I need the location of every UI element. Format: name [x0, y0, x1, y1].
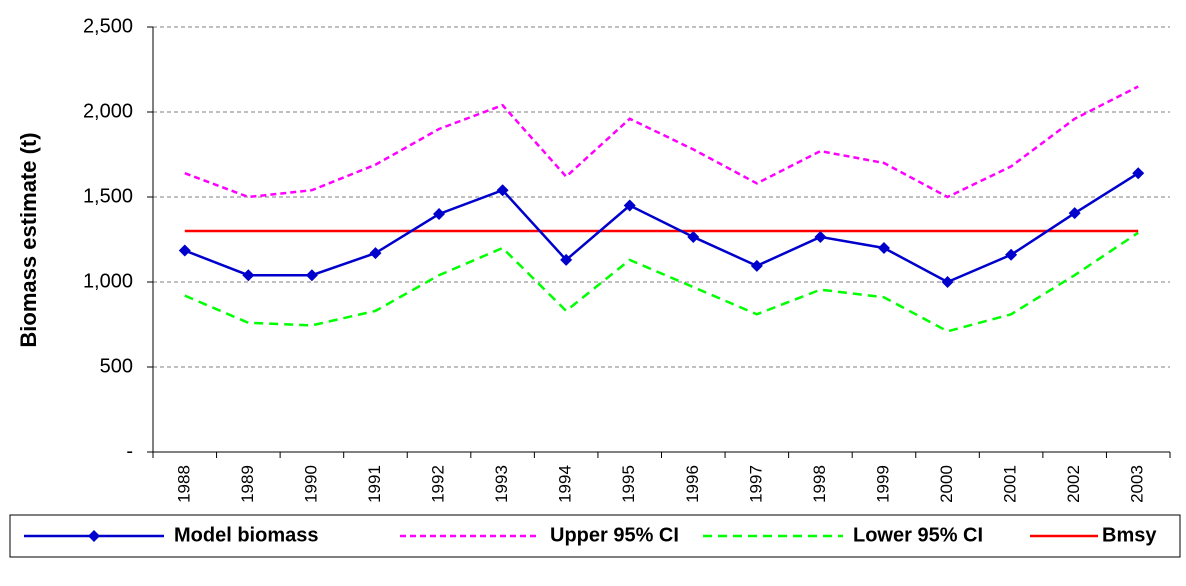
data-point — [369, 247, 382, 260]
data-point — [687, 230, 700, 243]
data-point — [814, 230, 827, 243]
y-tick-label: 1,500 — [83, 185, 133, 207]
legend-label: Bmsy — [1102, 524, 1157, 546]
x-tick-label: 1993 — [492, 465, 511, 503]
x-tick-label: 2003 — [1128, 465, 1147, 503]
x-tick-label: 1995 — [619, 465, 638, 503]
data-point — [1005, 248, 1018, 261]
data-point — [1132, 167, 1145, 180]
legend-label: Model biomass — [174, 524, 318, 546]
x-tick-label: 2001 — [1001, 465, 1020, 503]
data-point — [433, 208, 446, 220]
data-point — [877, 242, 890, 254]
data-point — [178, 244, 191, 257]
series-line — [184, 172, 1139, 284]
x-tick-label: 1988 — [174, 465, 193, 503]
y-tick-label: 1,000 — [83, 270, 133, 292]
series-line — [184, 231, 1139, 333]
y-axis-label: Biomass estimate (t) — [16, 132, 41, 347]
x-tick-label: 1989 — [238, 465, 257, 503]
x-tick-label: 1991 — [365, 465, 384, 503]
legend-marker — [88, 530, 100, 542]
x-tick-label: 1990 — [301, 465, 320, 503]
x-tick-label: 1998 — [810, 465, 829, 503]
legend-box — [9, 514, 1181, 558]
data-point — [305, 269, 318, 282]
data-point — [623, 199, 636, 212]
x-tick-label: 1992 — [429, 465, 448, 503]
y-tick-label: 500 — [100, 355, 133, 377]
y-tick-label: - — [126, 440, 133, 462]
x-tick-label: 2002 — [1064, 465, 1083, 503]
y-tick-label: 2,500 — [83, 15, 133, 37]
legend-label: Lower 95% CI — [853, 524, 983, 546]
legend-label: Upper 95% CI — [550, 524, 679, 546]
x-tick-label: 2000 — [937, 465, 956, 503]
data-point — [1068, 207, 1081, 220]
data-point — [560, 253, 573, 266]
x-tick-label: 1999 — [873, 465, 892, 503]
data-point — [496, 184, 509, 197]
y-tick-label: 2,000 — [83, 100, 133, 122]
x-tick-label: 1997 — [746, 465, 765, 503]
data-point — [941, 276, 954, 288]
data-point — [750, 259, 763, 272]
x-tick-label: 1994 — [556, 465, 575, 503]
data-point — [242, 269, 255, 282]
x-tick-label: 1996 — [683, 465, 702, 503]
series-line — [184, 85, 1139, 199]
